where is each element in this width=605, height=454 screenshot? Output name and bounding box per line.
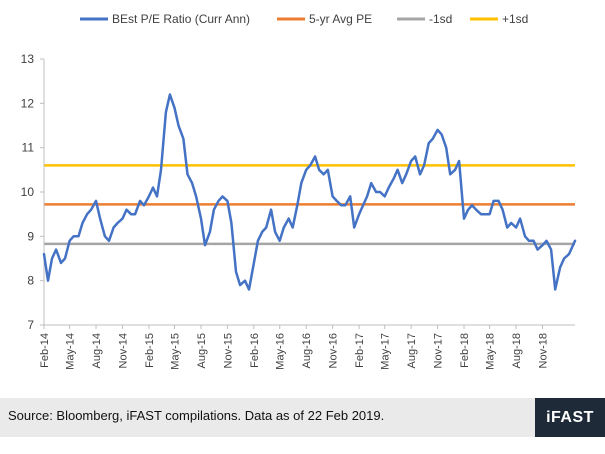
x-tick-label: May-16	[275, 333, 287, 370]
legend-label-best-p-e-ratio-curr-ann: BEst P/E Ratio (Curr Ann)	[112, 12, 250, 26]
series-line-best-p-e-ratio-curr-ann	[42, 93, 577, 291]
x-tick-label: Nov-18	[538, 333, 550, 368]
source-bar: Source: Bloomberg, iFAST compilations. D…	[0, 398, 535, 437]
y-tick-label: 11	[22, 141, 35, 155]
x-tick-label: Nov-16	[328, 333, 340, 368]
legend-label-5-yr-avg-pe: 5-yr Avg PE	[309, 12, 372, 26]
legend: BEst P/E Ratio (Curr Ann) 5-yr Avg PE -1sd…	[80, 12, 528, 26]
y-tick-label: 7	[27, 318, 34, 332]
x-tick-label: Nov-17	[433, 333, 445, 368]
x-tick-label: Aug-17	[406, 333, 418, 368]
legend-label-1sd: +1sd	[502, 12, 528, 26]
x-tick-label: May-17	[380, 333, 392, 370]
x-tick-label: Feb-14	[39, 333, 51, 368]
x-tick-label: Aug-16	[301, 333, 313, 368]
reference-lines	[44, 164, 575, 246]
brand-logo: iFAST	[535, 398, 605, 437]
series-lines	[42, 93, 577, 291]
x-tick-label: Nov-15	[222, 333, 234, 368]
x-tick-label: May-14	[65, 333, 77, 370]
x-tick-label: Feb-15	[144, 333, 156, 368]
legend-label-1sd: -1sd	[429, 12, 452, 26]
x-tick-label: Feb-16	[249, 333, 261, 368]
y-tick-label: 9	[27, 229, 34, 243]
y-tick-label: 10	[21, 185, 35, 199]
x-tick-label: Nov-14	[117, 333, 129, 368]
x-tick-label: Feb-18	[459, 333, 471, 368]
y-tick-label: 12	[21, 96, 35, 110]
y-tick-label: 8	[27, 274, 34, 288]
brand-logo-text: iFAST	[546, 408, 594, 426]
x-tick-label: Aug-15	[196, 333, 208, 368]
x-tick-label: Feb-17	[354, 333, 366, 368]
x-tick-label: May-15	[170, 333, 182, 370]
x-tick-label: May-18	[485, 333, 497, 370]
x-tick-label: Aug-14	[91, 333, 103, 368]
axes: 7 8 9 10 11 12 13 Feb-14 May-14 Aug-14 Nov-14 Feb-1…	[21, 52, 575, 370]
pe-ratio-chart: BEst P/E Ratio (Curr Ann) 5-yr Avg PE -1sd…	[21, 12, 577, 370]
source-note: Source: Bloomberg, iFAST compilations. D…	[8, 408, 385, 423]
x-tick-label: Aug-18	[511, 333, 523, 368]
y-tick-label: 13	[21, 52, 35, 66]
